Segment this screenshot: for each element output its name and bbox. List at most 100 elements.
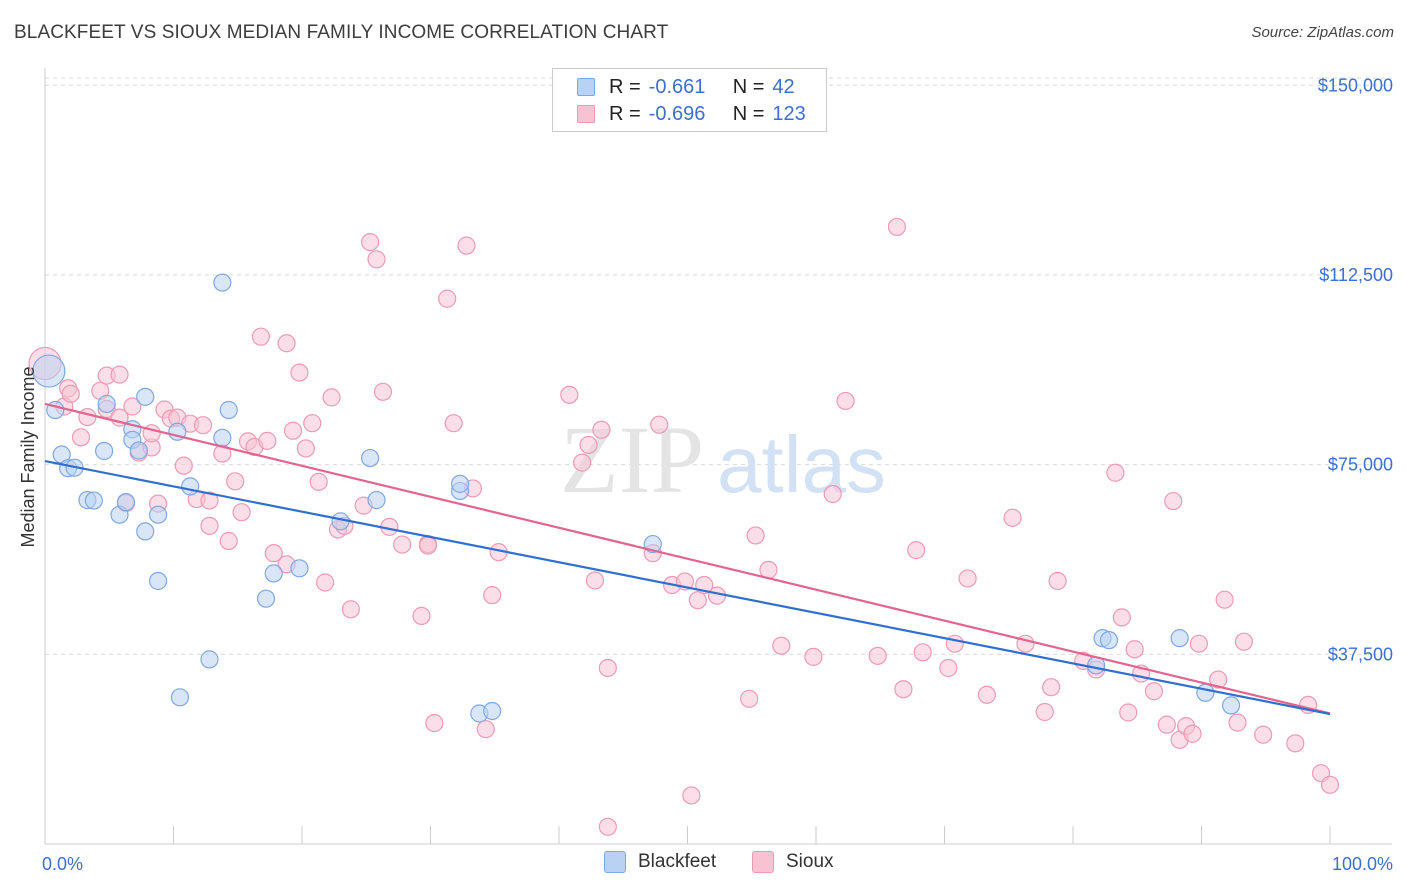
sioux-point bbox=[592, 420, 611, 439]
sioux-point bbox=[939, 658, 958, 678]
sioux-point bbox=[232, 503, 251, 522]
sioux-point bbox=[958, 569, 977, 588]
sioux-point bbox=[1003, 508, 1022, 527]
blackfeet-point bbox=[450, 474, 470, 493]
sioux-point bbox=[296, 439, 315, 458]
sioux-point bbox=[123, 397, 142, 416]
y-tick-labels: $37,500 $75,000 $112,500 $150,000 bbox=[1318, 75, 1393, 664]
blackfeet-point bbox=[181, 477, 200, 496]
sioux-point bbox=[341, 600, 360, 619]
watermark: ZIP atlas bbox=[560, 406, 886, 513]
sioux-point bbox=[1157, 715, 1176, 734]
sioux-point bbox=[836, 391, 855, 411]
sioux-point bbox=[1189, 634, 1209, 653]
sioux-point bbox=[226, 472, 245, 491]
x-tick-label-max: 100.0% bbox=[1332, 854, 1393, 874]
gridlines bbox=[45, 77, 1392, 655]
sioux-point bbox=[1183, 724, 1202, 743]
blackfeet-point bbox=[367, 490, 386, 510]
sioux-point bbox=[1164, 491, 1183, 511]
sioux-point bbox=[682, 786, 701, 805]
sioux-point bbox=[650, 415, 669, 434]
legend-r-value: -0.696 bbox=[648, 102, 706, 125]
legend-r-value: -0.661 bbox=[648, 75, 706, 98]
sioux-point bbox=[560, 385, 579, 404]
y-axis-label: Median Family Income bbox=[18, 366, 38, 547]
sioux-point bbox=[1112, 608, 1131, 627]
legend-row-blackfeet: R = -0.661 N = 42 bbox=[577, 75, 795, 99]
trend-lines bbox=[44, 402, 1331, 716]
sioux-point bbox=[913, 643, 932, 662]
sioux-point bbox=[258, 431, 277, 450]
sioux-point bbox=[367, 250, 386, 269]
sioux-point bbox=[1254, 725, 1273, 744]
blackfeet-point bbox=[32, 354, 66, 388]
sioux-point bbox=[868, 646, 887, 665]
sioux-point bbox=[393, 535, 412, 554]
blackfeet-point bbox=[1221, 696, 1241, 715]
legend-item-sioux[interactable]: Sioux bbox=[752, 851, 834, 873]
chart-title: BLACKFEET VS SIOUX MEDIAN FAMILY INCOME … bbox=[14, 22, 669, 43]
sioux-point bbox=[193, 416, 213, 435]
sioux-point bbox=[1035, 702, 1054, 722]
sioux-point bbox=[444, 414, 463, 433]
legend-n-label: N = bbox=[732, 75, 765, 98]
sioux-point bbox=[425, 714, 444, 733]
legend-r-label: R = bbox=[609, 75, 641, 98]
sioux-point bbox=[283, 421, 303, 440]
sioux-point bbox=[1320, 775, 1340, 794]
sioux-point bbox=[1119, 703, 1138, 722]
blackfeet-point bbox=[136, 522, 155, 541]
sioux-point bbox=[740, 689, 759, 708]
sioux-swatch bbox=[577, 105, 595, 123]
sioux-point bbox=[945, 634, 964, 653]
sioux-point bbox=[1042, 678, 1061, 697]
blackfeet-point bbox=[290, 559, 309, 578]
blackfeet-point bbox=[213, 273, 232, 292]
stats-legend: R = -0.661 N = 42 R = -0.696 N = 123 bbox=[552, 68, 827, 132]
blackfeet-point bbox=[95, 441, 114, 461]
y-tick-label: $150,000 bbox=[1318, 75, 1393, 95]
y-tick-label: $37,500 bbox=[1328, 644, 1393, 664]
legend-n-value: 123 bbox=[772, 102, 806, 125]
sioux-point bbox=[373, 382, 393, 401]
legend-r-label: R = bbox=[609, 102, 641, 125]
blackfeet-point bbox=[148, 571, 168, 591]
source-credit: Source: ZipAtlas.com bbox=[1251, 24, 1394, 41]
sioux-point bbox=[977, 685, 997, 704]
sioux-point bbox=[585, 571, 605, 590]
sioux-legend-swatch bbox=[752, 851, 774, 873]
blackfeet-point bbox=[148, 505, 168, 524]
blackfeet-point bbox=[213, 428, 232, 447]
blackfeet-point bbox=[256, 589, 276, 608]
y-tick-label: $112,500 bbox=[1319, 265, 1393, 285]
blackfeet-point bbox=[1196, 683, 1215, 702]
sioux-point bbox=[322, 388, 341, 407]
legend-n-label: N = bbox=[732, 102, 765, 125]
blackfeet-point bbox=[136, 387, 155, 406]
blackfeet-point bbox=[361, 448, 380, 468]
sioux-point bbox=[303, 414, 322, 433]
sioux-point bbox=[772, 636, 791, 655]
legend-item-blackfeet[interactable]: Blackfeet bbox=[604, 851, 716, 873]
sioux-point bbox=[573, 453, 592, 472]
sioux-point bbox=[598, 658, 617, 678]
sioux-point bbox=[438, 289, 457, 308]
sioux-point bbox=[418, 536, 438, 555]
sioux-point bbox=[476, 720, 495, 739]
blackfeet-point bbox=[200, 650, 219, 669]
sioux-point bbox=[1215, 590, 1234, 609]
sioux-point bbox=[412, 606, 431, 625]
sioux-point bbox=[1209, 670, 1228, 689]
sioux-point bbox=[804, 647, 823, 666]
sioux-point bbox=[219, 531, 238, 551]
sioux-point bbox=[1234, 632, 1254, 651]
blackfeet-point bbox=[1170, 629, 1189, 648]
sioux-point bbox=[688, 591, 707, 610]
sioux-point bbox=[71, 428, 91, 447]
sioux-point bbox=[251, 327, 270, 346]
blackfeet-point bbox=[129, 441, 148, 460]
sioux-point bbox=[457, 236, 476, 255]
sioux-point bbox=[174, 456, 193, 475]
x-tick-label-min: 0.0% bbox=[42, 854, 83, 874]
